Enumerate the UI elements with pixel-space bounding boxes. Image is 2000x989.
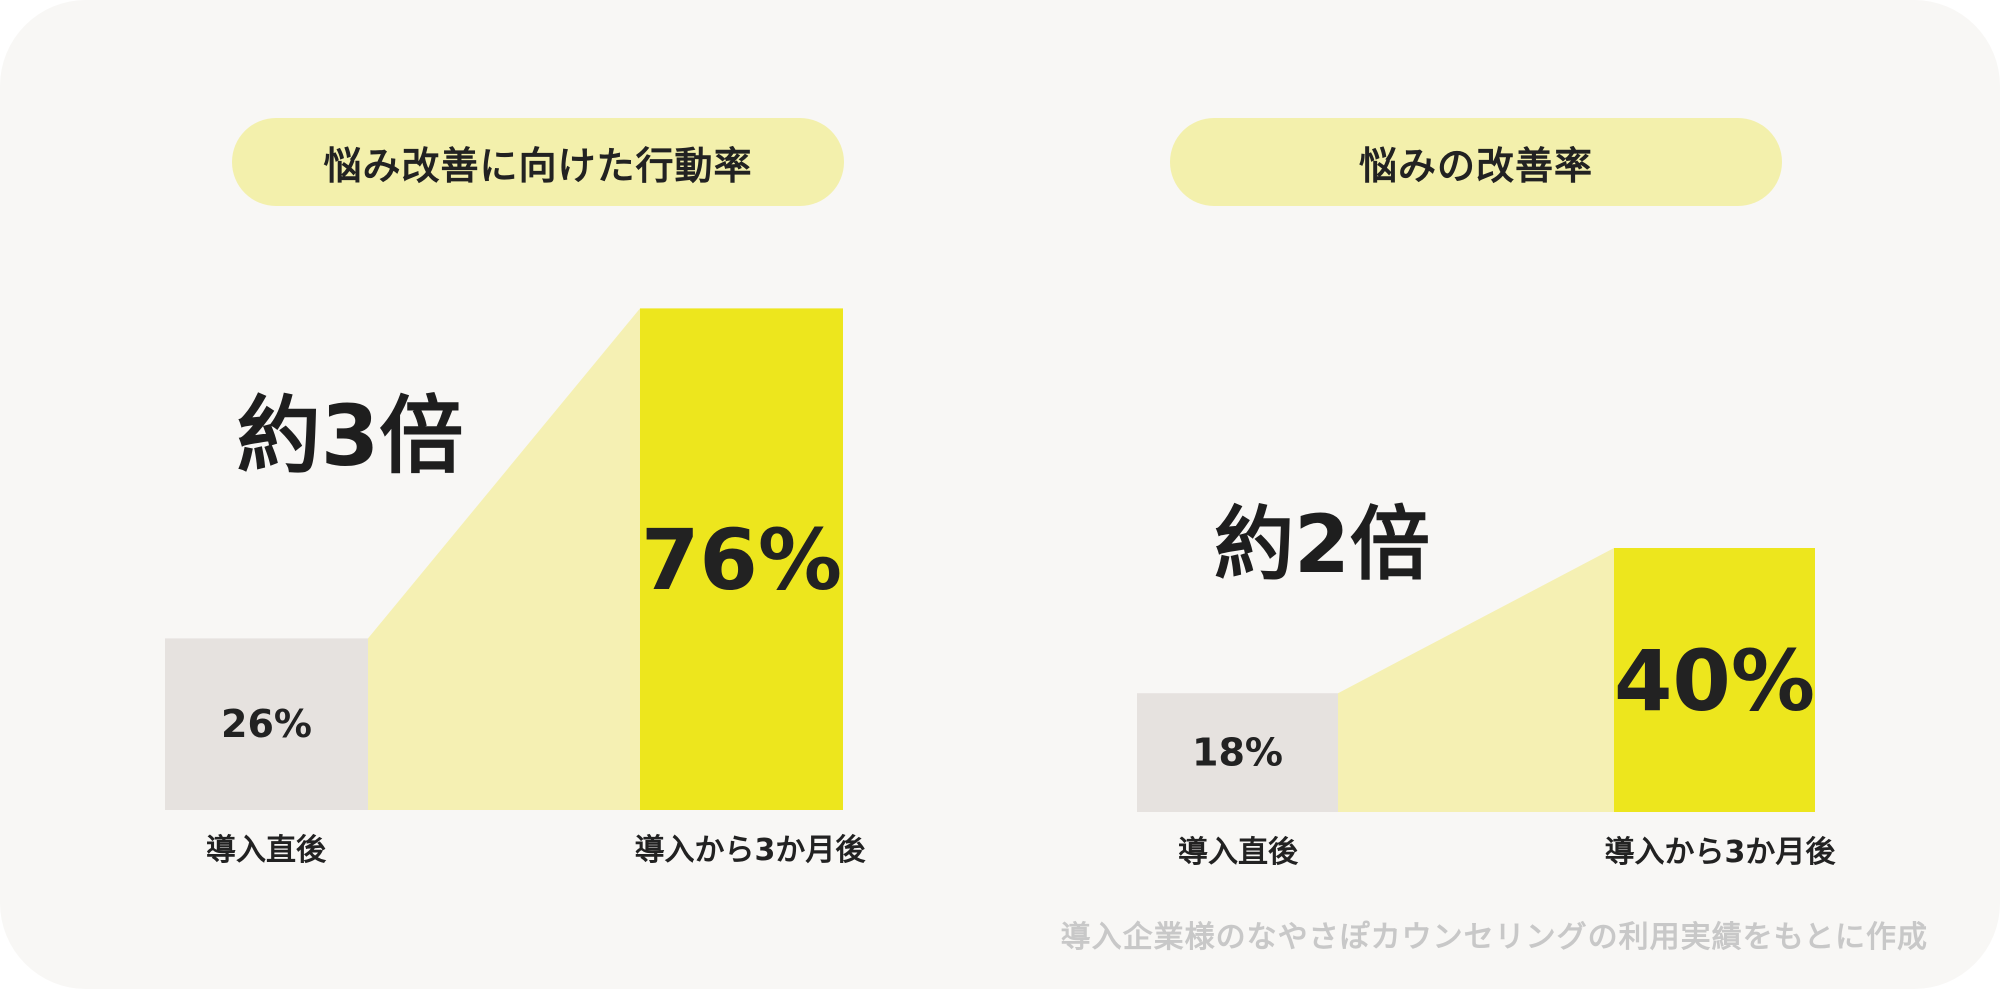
- bar-before: [165, 638, 368, 810]
- category-label-before: 導入直後: [1178, 835, 1299, 870]
- category-label-after: 導入から3か月後: [1605, 835, 1837, 870]
- value-label-before: 18%: [1192, 731, 1283, 775]
- bar-before: [1137, 693, 1338, 812]
- value-label-after: 76%: [641, 511, 842, 609]
- ratio-label: 約2倍: [1214, 498, 1430, 591]
- footnote: 導入企業様のなやさぽカウンセリングの利用実績をもとに作成: [1060, 920, 1928, 955]
- chart-1-title: 悩み改善に向けた行動率: [232, 118, 844, 206]
- chart-2-title: 悩みの改善率: [1170, 118, 1782, 206]
- growth-connector: [368, 308, 640, 810]
- growth-connector: [1338, 548, 1614, 812]
- bar-after: [1614, 548, 1815, 812]
- ratio-label: 約3倍: [237, 387, 463, 485]
- category-label-before: 導入直後: [206, 833, 327, 868]
- value-label-before: 26%: [221, 702, 312, 746]
- value-label-after: 40%: [1614, 632, 1815, 730]
- bar-after: [640, 308, 843, 810]
- category-label-after: 導入から3か月後: [635, 833, 867, 868]
